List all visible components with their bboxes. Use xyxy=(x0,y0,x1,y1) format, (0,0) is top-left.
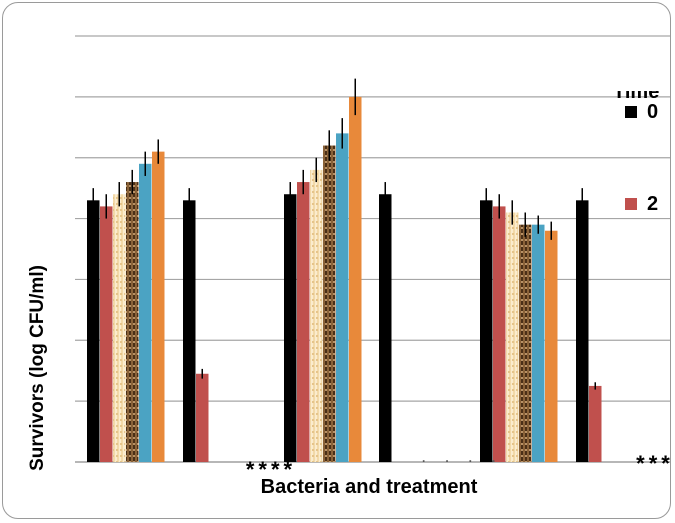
bar xyxy=(152,151,165,462)
bar xyxy=(113,194,126,462)
bar xyxy=(379,194,392,462)
bar xyxy=(139,163,152,463)
bar xyxy=(493,206,506,462)
bar xyxy=(284,194,297,462)
significance-marker: **** xyxy=(246,457,296,482)
legend-swatch xyxy=(625,106,637,118)
chart-frame: **** · · · · *** Time 0 2 Survivors (log CFU… xyxy=(2,2,671,519)
bar xyxy=(297,182,310,463)
bar xyxy=(126,182,139,463)
bar xyxy=(576,200,589,463)
legend-label: 0 xyxy=(647,101,658,123)
legend-label: 2 xyxy=(647,193,658,215)
significance-marker: *** xyxy=(636,451,671,476)
bar xyxy=(336,133,349,462)
bar xyxy=(349,96,362,462)
x-axis-label: Bacteria and treatment xyxy=(261,476,478,498)
bar xyxy=(532,224,545,462)
bar xyxy=(100,206,113,462)
legend-title-clip xyxy=(608,63,670,91)
bar xyxy=(519,224,532,462)
bar xyxy=(183,200,196,463)
bar xyxy=(310,169,323,462)
bar xyxy=(480,200,493,463)
legend-swatch xyxy=(625,198,637,210)
bar xyxy=(196,373,209,462)
bar xyxy=(545,230,558,462)
y-axis-label: Survivors (log CFU/ml) xyxy=(27,265,48,471)
bar xyxy=(506,212,519,462)
bar xyxy=(589,385,602,462)
significance-marker: · · · · xyxy=(422,454,504,468)
bar xyxy=(87,200,100,463)
bar xyxy=(323,145,336,463)
